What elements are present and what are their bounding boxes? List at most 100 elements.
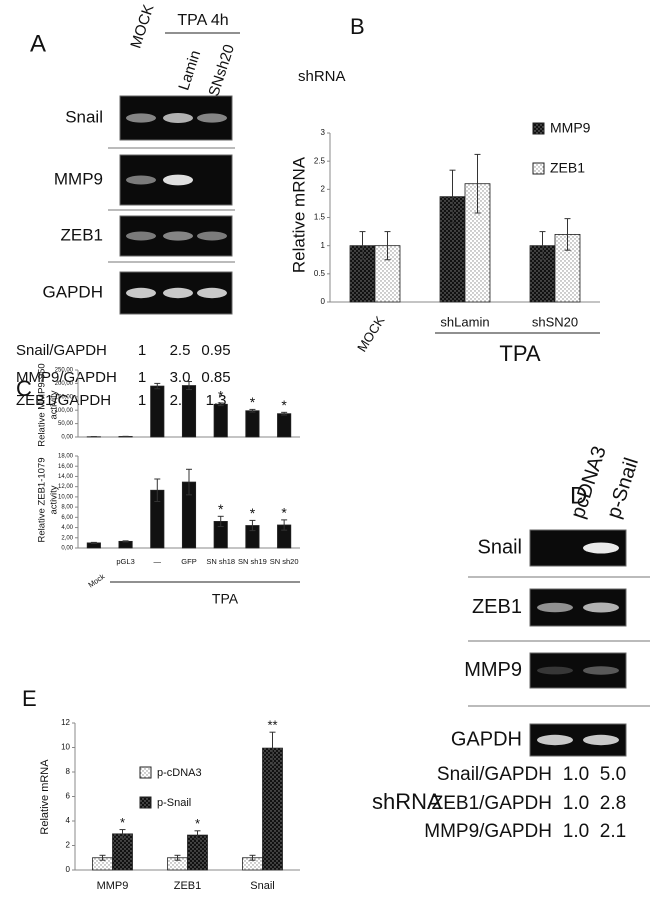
y-tick-label: 4,00: [61, 525, 73, 531]
gel-band: [537, 666, 573, 675]
y-tick-label: 0: [66, 865, 71, 874]
y-tick-label: 100,00: [55, 408, 74, 414]
error-bar: [281, 519, 288, 531]
y-axis-label: Relative mRNA: [39, 759, 51, 835]
ratio-value: 2.1: [600, 821, 626, 842]
gel-band: [583, 542, 619, 554]
lane-label: p-Snail: [603, 455, 643, 521]
y-tick-label: 1: [321, 241, 326, 250]
panel-label: B: [350, 14, 365, 39]
group-label: TPA: [212, 591, 239, 607]
legend-label: p-cDNA3: [157, 767, 202, 779]
error-bar: [154, 382, 161, 390]
ratio-label: MMP9/GAPDH: [16, 369, 117, 386]
y-tick-label: 250,00: [55, 368, 74, 374]
significance-marker: *: [218, 388, 224, 404]
y-tick-label: 8: [66, 767, 71, 776]
error-bar: [217, 515, 224, 528]
gel-band: [537, 602, 573, 613]
gel-band: [126, 175, 156, 185]
error-bar: [186, 381, 192, 391]
shrna-label: shRNA: [298, 68, 346, 85]
ratio-value: 1.0: [563, 793, 589, 814]
ratio-value: 5.0: [600, 764, 626, 785]
y-tick-label: 150,00: [55, 394, 74, 400]
y-tick-label: 18,00: [58, 454, 74, 460]
error-bar: [474, 153, 481, 214]
y-axis-label: activity: [49, 390, 60, 419]
bar: [554, 233, 581, 303]
x-tick-label: MOCK: [354, 313, 388, 354]
x-tick-label: SN sh18: [206, 557, 235, 566]
y-axis-label: activity: [49, 485, 60, 514]
significance-marker: *: [195, 816, 200, 831]
legend-label: MMP9: [550, 120, 591, 136]
gel-band: [197, 287, 227, 299]
error-bar: [359, 231, 366, 261]
ratio-value: 1.0: [563, 821, 589, 842]
overlay-text: shRNA: [372, 789, 442, 814]
x-tick-label: MMP9: [97, 880, 129, 892]
y-tick-label: 8,00: [61, 505, 73, 511]
y-tick-label: 14,00: [58, 474, 74, 480]
y-axis-label: Relative mRNA: [289, 156, 308, 273]
y-tick-label: 0.5: [314, 269, 326, 278]
ratio-value: 0.85: [201, 369, 230, 386]
gel-band: [126, 113, 156, 123]
y-tick-label: 6,00: [61, 515, 73, 521]
gel-label: ZEB1: [472, 596, 522, 618]
y-tick-label: 200,00: [55, 381, 74, 387]
error-bar: [186, 468, 192, 496]
group-label: TPA 4h: [177, 12, 228, 29]
x-tick-label: SN sh20: [270, 557, 299, 566]
bar: [464, 183, 491, 303]
legend-label: ZEB1: [550, 160, 585, 176]
gel-band: [583, 602, 619, 613]
error-bar: [269, 731, 276, 765]
gel-label: GAPDH: [43, 282, 103, 301]
y-tick-label: 2: [321, 184, 326, 193]
gel: [529, 652, 627, 689]
y-tick-label: 2.5: [314, 156, 326, 165]
y-tick-label: 12: [61, 718, 70, 727]
legend-swatch: [532, 162, 545, 175]
ratio-value: 2.8: [600, 793, 626, 814]
bar: [181, 385, 197, 438]
y-tick-label: 50,00: [58, 421, 74, 427]
significance-marker: *: [250, 394, 256, 410]
legend-swatch: [139, 796, 152, 809]
error-bar: [174, 854, 181, 861]
y-tick-label: 2: [66, 841, 71, 850]
gel-band: [126, 287, 156, 299]
y-tick-label: 0,00: [61, 546, 73, 552]
gel-band: [163, 113, 193, 123]
gel-band: [583, 666, 619, 675]
y-tick-label: 6: [66, 792, 71, 801]
gel-band: [163, 174, 193, 186]
panel-label: C: [16, 376, 32, 401]
gel-band: [583, 734, 619, 746]
significance-marker: *: [250, 505, 256, 521]
x-tick-label: shLamin: [440, 314, 489, 329]
ratio-value: 3.0: [170, 369, 191, 386]
gel-label: Snail: [478, 536, 522, 558]
y-tick-label: 12,00: [58, 484, 74, 490]
error-bar: [449, 169, 456, 224]
significance-marker: **: [267, 718, 277, 733]
significance-marker: *: [218, 501, 224, 517]
lane-label: Lamin: [175, 48, 204, 92]
gel-label: MMP9: [54, 169, 103, 188]
error-bar: [122, 540, 129, 543]
x-tick-label: pGL3: [116, 557, 134, 566]
error-bar: [194, 830, 201, 840]
y-tick-label: 16,00: [58, 464, 74, 470]
bar: [213, 403, 228, 438]
error-bar: [539, 231, 546, 261]
gel-label: MMP9: [464, 659, 522, 681]
panel-label: A: [30, 30, 46, 57]
ratio-label: MMP9/GAPDH: [424, 821, 552, 842]
y-tick-label: 1.5: [314, 213, 326, 222]
ratio-value: 0.95: [201, 342, 230, 359]
gel-band: [126, 231, 156, 241]
